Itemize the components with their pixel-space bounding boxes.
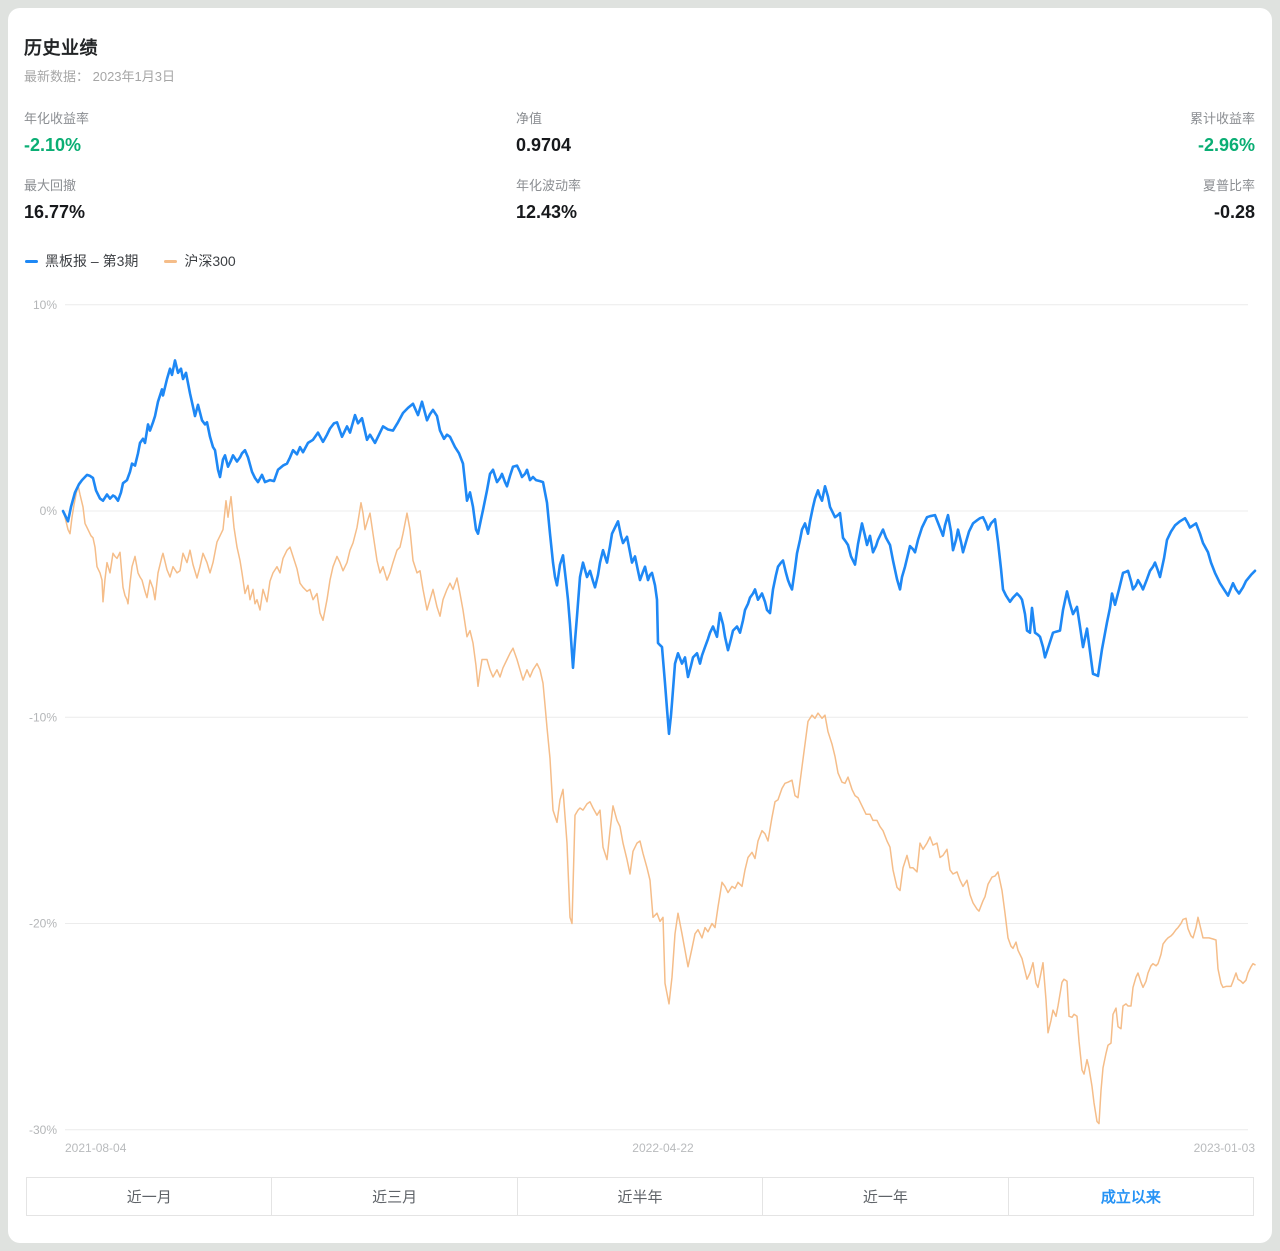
stat-max-drawdown: 最大回撤 16.77% xyxy=(24,175,384,223)
tab-1-year[interactable]: 近一年 xyxy=(763,1178,1009,1215)
tab-6-months[interactable]: 近半年 xyxy=(517,1178,764,1215)
legend-item-index: 沪深300 xyxy=(164,251,236,271)
svg-text:2021-08-04: 2021-08-04 xyxy=(65,1141,127,1155)
range-tabs: 近一月 近三月 近半年 近一年 成立以来 xyxy=(26,1177,1254,1216)
stat-label: 最大回撤 xyxy=(24,178,77,193)
svg-text:-10%: -10% xyxy=(29,710,57,724)
legend-label: 沪深300 xyxy=(184,253,236,269)
fund-line-marker-icon xyxy=(25,259,38,263)
index-line-marker-icon xyxy=(164,259,178,263)
performance-card: 历史业绩 最新数据： 2023年1月3日 年化收益率 -2.10% 净值 0.9… xyxy=(8,8,1272,1243)
tab-3-months[interactable]: 近三月 xyxy=(272,1178,518,1215)
stat-value: -2.96% xyxy=(1197,135,1255,155)
svg-text:10%: 10% xyxy=(33,298,57,312)
latest-data-date: 最新数据： 2023年1月3日 xyxy=(24,69,175,84)
legend-item-fund: 黑板报 – 第3期 xyxy=(25,251,138,271)
stat-value: 16.77% xyxy=(24,202,86,222)
chart-legend: 黑板报 – 第3期 沪深300 xyxy=(25,251,236,271)
stat-value: -0.28 xyxy=(1213,202,1255,222)
tab-since-inception[interactable]: 成立以来 xyxy=(1008,1178,1254,1215)
stat-label: 年化收益率 xyxy=(24,111,90,126)
stat-value: -2.10% xyxy=(24,135,82,155)
svg-text:0%: 0% xyxy=(40,504,58,518)
legend-label: 黑板报 – 第3期 xyxy=(45,253,139,269)
stat-value: 12.43% xyxy=(516,202,578,222)
stat-label: 年化波动率 xyxy=(516,178,582,193)
stat-label: 累计收益率 xyxy=(1189,111,1255,126)
stat-net-value: 净值 0.9704 xyxy=(516,108,876,156)
stat-cumulative-return: 累计收益率 -2.96% xyxy=(895,108,1255,156)
stat-annualized-volatility: 年化波动率 12.43% xyxy=(516,175,876,223)
stat-label: 净值 xyxy=(516,111,543,126)
performance-chart: 10% 0% -10% -20% -30% 2021-08-04 2022-04-22 202… xyxy=(29,298,1257,1155)
stat-annualized-return: 年化收益率 -2.10% xyxy=(24,108,384,156)
stat-sharpe-ratio: 夏普比率 -0.28 xyxy=(895,175,1255,223)
stat-value: 0.9704 xyxy=(516,135,572,155)
svg-text:-30%: -30% xyxy=(29,1123,57,1137)
page-title: 历史业绩 xyxy=(24,38,98,58)
svg-text:2022-04-22: 2022-04-22 xyxy=(632,1141,694,1155)
stat-label: 夏普比率 xyxy=(1202,178,1255,193)
tab-1-month[interactable]: 近一月 xyxy=(27,1178,273,1215)
svg-text:-20%: -20% xyxy=(29,917,57,931)
svg-text:2023-01-03: 2023-01-03 xyxy=(1194,1141,1256,1155)
